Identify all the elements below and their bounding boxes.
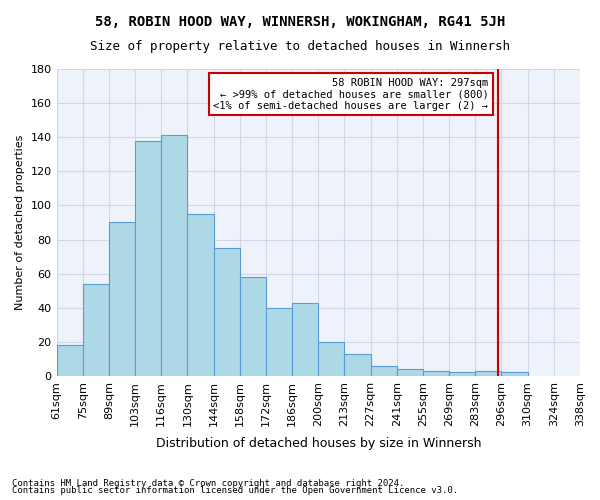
- Bar: [344, 354, 371, 376]
- Text: 58 ROBIN HOOD WAY: 297sqm
← >99% of detached houses are smaller (800)
<1% of sem: 58 ROBIN HOOD WAY: 297sqm ← >99% of deta…: [214, 78, 488, 110]
- Bar: [449, 372, 475, 376]
- Y-axis label: Number of detached properties: Number of detached properties: [15, 135, 25, 310]
- Bar: [161, 136, 187, 376]
- Bar: [83, 284, 109, 376]
- Bar: [423, 371, 449, 376]
- Bar: [475, 371, 502, 376]
- Bar: [56, 345, 83, 376]
- Text: Size of property relative to detached houses in Winnersh: Size of property relative to detached ho…: [90, 40, 510, 53]
- Bar: [318, 342, 344, 376]
- Bar: [371, 366, 397, 376]
- X-axis label: Distribution of detached houses by size in Winnersh: Distribution of detached houses by size …: [155, 437, 481, 450]
- Bar: [135, 140, 161, 376]
- Bar: [187, 214, 214, 376]
- Text: 58, ROBIN HOOD WAY, WINNERSH, WOKINGHAM, RG41 5JH: 58, ROBIN HOOD WAY, WINNERSH, WOKINGHAM,…: [95, 15, 505, 29]
- Bar: [240, 277, 266, 376]
- Text: Contains HM Land Registry data © Crown copyright and database right 2024.: Contains HM Land Registry data © Crown c…: [12, 478, 404, 488]
- Bar: [109, 222, 135, 376]
- Bar: [397, 369, 423, 376]
- Text: Contains public sector information licensed under the Open Government Licence v3: Contains public sector information licen…: [12, 486, 458, 495]
- Bar: [502, 372, 527, 376]
- Bar: [214, 248, 240, 376]
- Bar: [292, 302, 318, 376]
- Bar: [266, 308, 292, 376]
